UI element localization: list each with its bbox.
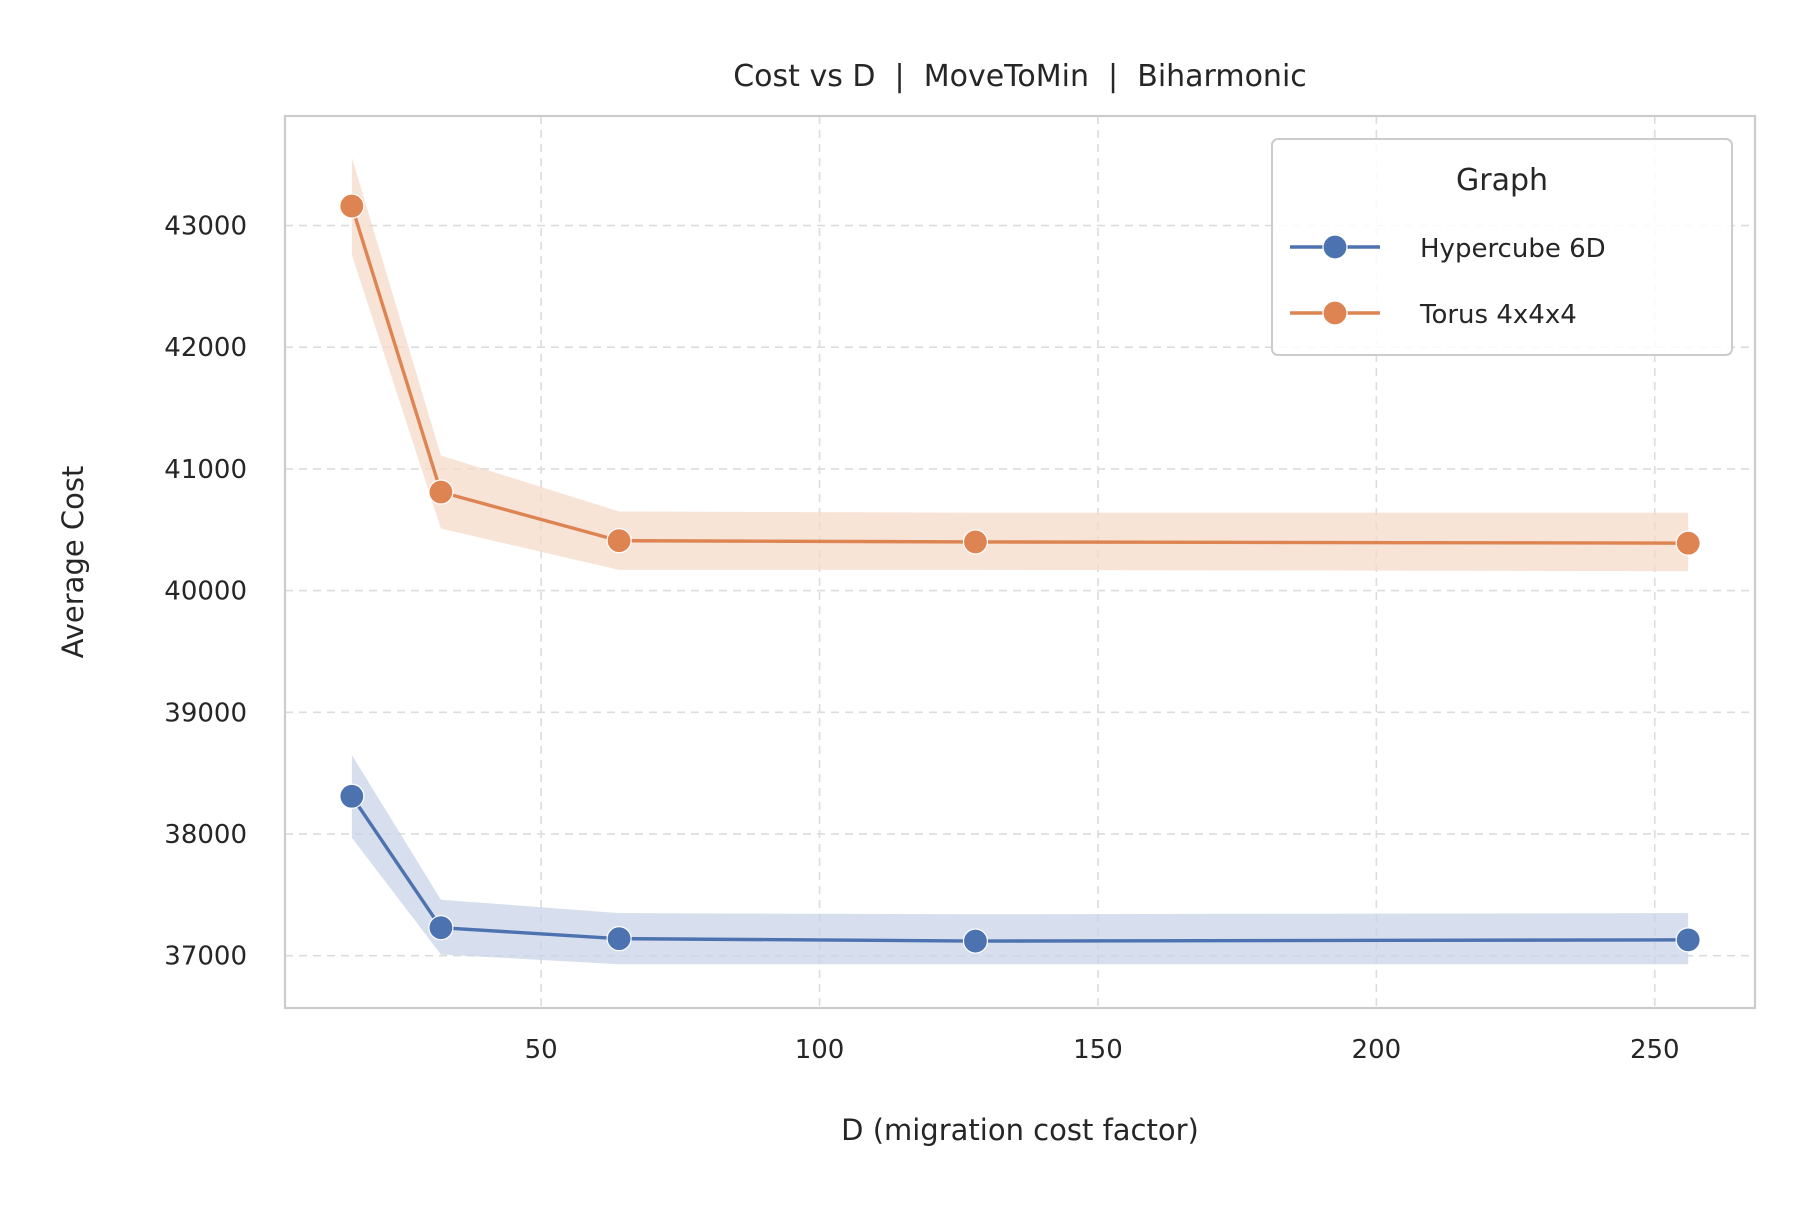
x-tick-label: 250 [1630,1035,1680,1065]
data-point-hypercube-6d [428,915,454,941]
data-point-torus-4x4x4 [962,529,989,555]
data-point-layer [339,193,1701,954]
data-point-torus-4x4x4 [428,479,454,505]
legend-entries: Hypercube 6D Torus 4x4x4 [1290,234,1606,330]
y-axis-label: Average Cost [56,466,90,659]
data-point-hypercube-6d [606,926,632,952]
legend-entry: Hypercube 6D [1290,234,1606,264]
legend-label: Torus 4x4x4 [1419,300,1577,330]
confidence-band-layer [351,157,1689,965]
legend: Graph Hypercube 6D Torus 4x4x4 [1271,138,1733,356]
legend-title: Graph [1456,163,1548,198]
x-tick-label: 150 [1073,1035,1123,1065]
legend-box [1271,138,1733,356]
x-tick-label: 50 [525,1035,558,1065]
data-point-hypercube-6d [339,783,365,809]
y-tick-label: 43000 [164,212,247,242]
confidence-band-torus-4x4x4 [351,157,1689,572]
data-point-hypercube-6d [962,928,989,954]
x-tick-labels: 50 100 150 200 250 [525,1035,1680,1065]
y-tick-label: 40000 [164,577,247,607]
data-point-torus-4x4x4 [339,193,365,219]
legend-marker [1322,300,1348,326]
legend-marker [1322,234,1348,260]
y-tick-label: 41000 [164,455,247,485]
y-tick-label: 37000 [164,942,247,972]
y-tick-labels: 37000 38000 39000 40000 41000 42000 43000 [164,212,247,972]
data-point-torus-4x4x4 [1675,530,1701,556]
y-tick-label: 39000 [164,698,247,728]
data-point-hypercube-6d [1675,927,1701,953]
x-tick-label: 200 [1352,1035,1402,1065]
legend-entry: Torus 4x4x4 [1290,300,1577,330]
data-point-torus-4x4x4 [606,528,632,554]
chart-title: Cost vs D | MoveToMin | Biharmonic [733,59,1307,94]
x-axis-label: D (migration cost factor) [841,1113,1199,1147]
legend-label: Hypercube 6D [1420,234,1606,264]
plot-frame [283,114,1757,1010]
y-tick-label: 42000 [164,333,247,363]
x-tick-label: 100 [795,1035,845,1065]
y-tick-label: 38000 [164,820,247,850]
confidence-band-hypercube-6d [351,754,1689,965]
